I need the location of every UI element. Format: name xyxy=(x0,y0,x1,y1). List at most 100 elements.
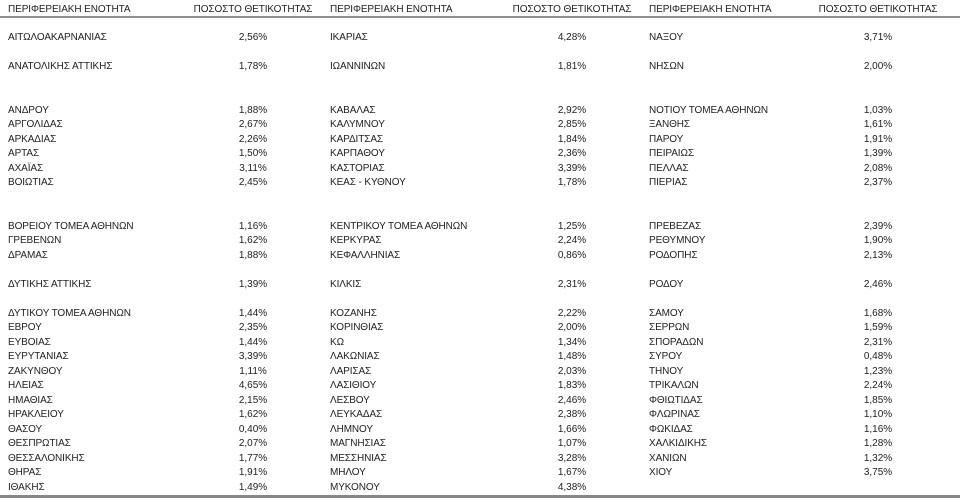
positivity-value: 1,81% xyxy=(557,61,587,72)
table-row: ΚΟΖΑΝΗΣ 2,22% xyxy=(330,307,637,322)
table-row-blank xyxy=(8,75,318,90)
region-name: ΑΝΔΡΟΥ xyxy=(8,104,49,116)
region-name: ΚΑΣΤΟΡΙΑΣ xyxy=(330,162,385,174)
table-row: ΚΕΡΚΥΡΑΣ 2,24% xyxy=(330,234,637,249)
table-row-blank xyxy=(330,292,637,307)
region-name: ΚΟΡΙΝΘΙΑΣ xyxy=(330,322,384,333)
table-row: ΠΕΙΡΑΙΩΣ 1,39% xyxy=(649,147,943,162)
positivity-value: 3,71% xyxy=(863,32,893,43)
table-row: ΘΕΣΣΑΛΟΝΙΚΗΣ 1,77% xyxy=(8,452,318,467)
table-row: ΒΟΡΕΙΟΥ ΤΟΜΕΑ ΑΘΗΝΩΝ 1,16% xyxy=(8,220,318,235)
table-row: ΛΑΡΙΣΑΣ 2,03% xyxy=(330,365,637,380)
region-name: ΚΕΑΣ - ΚΥΘΝΟΥ xyxy=(330,177,406,188)
region-name: ΑΡΚΑΔΙΑΣ xyxy=(8,133,57,145)
positivity-value: 1,44% xyxy=(238,307,268,319)
table-row: ΗΛΕΙΑΣ 4,65% xyxy=(8,379,318,394)
region-name: ΗΜΑΘΙΑΣ xyxy=(8,394,53,406)
table-row-blank xyxy=(8,263,318,278)
region-name: ΣΑΜΟΥ xyxy=(649,307,684,319)
region-name: ΖΑΚΥΝΘΟΥ xyxy=(8,365,63,377)
positivity-value: 2,26% xyxy=(238,133,268,145)
positivity-value: 2,07% xyxy=(238,438,268,449)
positivity-value: 1,91% xyxy=(863,133,893,145)
region-name: ΓΡΕΒΕΝΩΝ xyxy=(8,235,62,246)
region-name: ΣΥΡΟΥ xyxy=(649,351,683,362)
region-name: ΚΟΖΑΝΗΣ xyxy=(330,307,377,319)
region-name: ΤΡΙΚΑΛΩΝ xyxy=(649,380,699,391)
region-name: ΣΕΡΡΩΝ xyxy=(649,322,690,333)
table-row: ΦΛΩΡΙΝΑΣ 1,10% xyxy=(649,408,943,423)
positivity-value: 1,90% xyxy=(863,235,893,246)
table-row-blank xyxy=(8,89,318,104)
table-row: ΠΙΕΡΙΑΣ 2,37% xyxy=(649,176,943,191)
positivity-value: 1,39% xyxy=(863,148,893,159)
positivity-value: 2,31% xyxy=(863,336,893,348)
positivity-value: 1,48% xyxy=(557,351,587,362)
table-row: ΡΟΔΟΥ 2,46% xyxy=(649,278,943,293)
positivity-value: 1,11% xyxy=(239,365,267,377)
positivity-value: 1,77% xyxy=(238,452,268,464)
positivity-value: 1,62% xyxy=(238,409,268,420)
table-row: ΤΗΝΟΥ 1,23% xyxy=(649,365,943,380)
positivity-value: 2,22% xyxy=(557,307,587,319)
table-row: ΕΥΡΥΤΑΝΙΑΣ 3,39% xyxy=(8,350,318,365)
positivity-column-header: ΠΟΣΟΣΤΟ ΘΕΤΙΚΟΤΗΤΑΣ xyxy=(818,4,938,15)
positivity-value: 2,36% xyxy=(557,148,587,159)
region-name: ΘΑΣΟΥ xyxy=(8,423,43,435)
table-row: ΘΕΣΠΡΩΤΙΑΣ 2,07% xyxy=(8,437,318,452)
region-name: ΔΥΤΙΚΟΥ ΤΟΜΕΑ ΑΘΗΝΩΝ xyxy=(8,307,131,319)
region-name: ΠΙΕΡΙΑΣ xyxy=(649,177,688,188)
region-name: ΡΟΔΟΥ xyxy=(649,278,684,290)
table-row: ΗΜΑΘΙΑΣ 2,15% xyxy=(8,394,318,409)
region-name: ΜΗΛΟΥ xyxy=(330,467,366,478)
table-row: ΧΙΟΥ 3,75% xyxy=(649,466,943,481)
table-row-blank xyxy=(330,75,637,90)
region-name: ΕΥΡΥΤΑΝΙΑΣ xyxy=(8,351,69,362)
positivity-value: 2,15% xyxy=(238,394,268,406)
positivity-value: 2,24% xyxy=(863,380,893,391)
region-name: ΚΩ xyxy=(330,336,344,348)
positivity-value: 2,67% xyxy=(238,119,268,130)
region-name: ΙΚΑΡΙΑΣ xyxy=(330,32,368,43)
positivity-value: 1,03% xyxy=(863,104,893,116)
positivity-value: 1,88% xyxy=(238,104,268,116)
table-row: ΧΑΝΙΩΝ 1,32% xyxy=(649,452,943,467)
table-row: ΚΕΦΑΛΛΗΝΙΑΣ 0,86% xyxy=(330,249,637,264)
positivity-value: 1,28% xyxy=(863,438,893,449)
region-name: ΠΡΕΒΕΖΑΣ xyxy=(649,220,702,232)
positivity-value: 1,50% xyxy=(238,148,268,159)
table-row-blank xyxy=(649,205,943,220)
region-name: ΕΒΡΟΥ xyxy=(8,322,42,333)
region-name: ΡΟΔΟΠΗΣ xyxy=(649,249,698,261)
positivity-value: 1,16% xyxy=(238,220,268,232)
region-name: ΛΑΚΩΝΙΑΣ xyxy=(330,351,380,362)
positivity-value: 3,39% xyxy=(557,162,587,174)
table-row: ΖΑΚΥΝΘΟΥ 1,11% xyxy=(8,365,318,380)
region-name: ΔΡΑΜΑΣ xyxy=(8,249,48,261)
table-row: ΓΡΕΒΕΝΩΝ 1,62% xyxy=(8,234,318,249)
region-name: ΚΕΝΤΡΙΚΟΥ ΤΟΜΕΑ ΑΘΗΝΩΝ xyxy=(330,220,468,232)
region-name: ΘΕΣΣΑΛΟΝΙΚΗΣ xyxy=(8,452,85,464)
region-name: ΜΕΣΣΗΝΙΑΣ xyxy=(330,452,387,464)
positivity-value: 2,37% xyxy=(863,177,893,188)
table-row: ΛΑΣΙΘΙΟΥ 1,83% xyxy=(330,379,637,394)
table-row: ΛΕΣΒΟΥ 2,46% xyxy=(330,394,637,409)
column-group-1-header: ΠΕΡΙΦΕΡΕΙΑΚΗ ΕΝΟΤΗΤΑ ΠΟΣΟΣΤΟ ΘΕΤΙΚΟΤΗΤΑΣ xyxy=(0,2,320,16)
table-row: ΡΟΔΟΠΗΣ 2,13% xyxy=(649,249,943,264)
region-name: ΗΛΕΙΑΣ xyxy=(8,380,44,391)
region-name: ΧΑΝΙΩΝ xyxy=(649,452,687,464)
table-row: ΤΡΙΚΑΛΩΝ 2,24% xyxy=(649,379,943,394)
region-name: ΜΑΓΝΗΣΙΑΣ xyxy=(330,438,386,449)
table-row-blank xyxy=(330,263,637,278)
positivity-value: 1,32% xyxy=(863,452,893,464)
column-group-3-body: ΝΑΞΟΥ 3,71% ΝΗΣΩΝ 2,00% ΝΟΤΙΟΥ ΤΟΜΕΑ ΑΘΗΝΩΝ 1… xyxy=(640,31,960,495)
region-name: ΧΙΟΥ xyxy=(649,467,673,478)
region-name: ΔΥΤΙΚΗΣ ΑΤΤΙΚΗΣ xyxy=(8,278,92,290)
table-row: ΚΑΒΑΛΑΣ 2,92% xyxy=(330,104,637,119)
positivity-value: 1,68% xyxy=(863,307,893,319)
table-row-blank xyxy=(330,89,637,104)
positivity-value: 4,65% xyxy=(238,380,268,391)
positivity-value: 0,48% xyxy=(863,351,893,362)
region-name: ΘΕΣΠΡΩΤΙΑΣ xyxy=(8,438,71,449)
region-name: ΝΑΞΟΥ xyxy=(649,32,684,43)
